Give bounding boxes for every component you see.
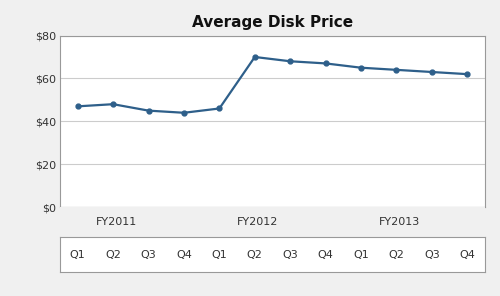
Title: Average Disk Price: Average Disk Price (192, 15, 353, 30)
Text: FY2013: FY2013 (379, 217, 420, 227)
Text: Q1: Q1 (212, 250, 227, 260)
Text: Q3: Q3 (282, 250, 298, 260)
Text: Q4: Q4 (318, 250, 334, 260)
Text: FY2011: FY2011 (96, 217, 136, 227)
Text: Q2: Q2 (247, 250, 262, 260)
Text: Q3: Q3 (140, 250, 156, 260)
Text: Q3: Q3 (424, 250, 440, 260)
Text: Q2: Q2 (388, 250, 404, 260)
Text: Q1: Q1 (70, 250, 86, 260)
Text: FY2012: FY2012 (237, 217, 279, 227)
Text: Q4: Q4 (460, 250, 475, 260)
Text: Q1: Q1 (353, 250, 369, 260)
Text: Q4: Q4 (176, 250, 192, 260)
Text: Q2: Q2 (105, 250, 121, 260)
